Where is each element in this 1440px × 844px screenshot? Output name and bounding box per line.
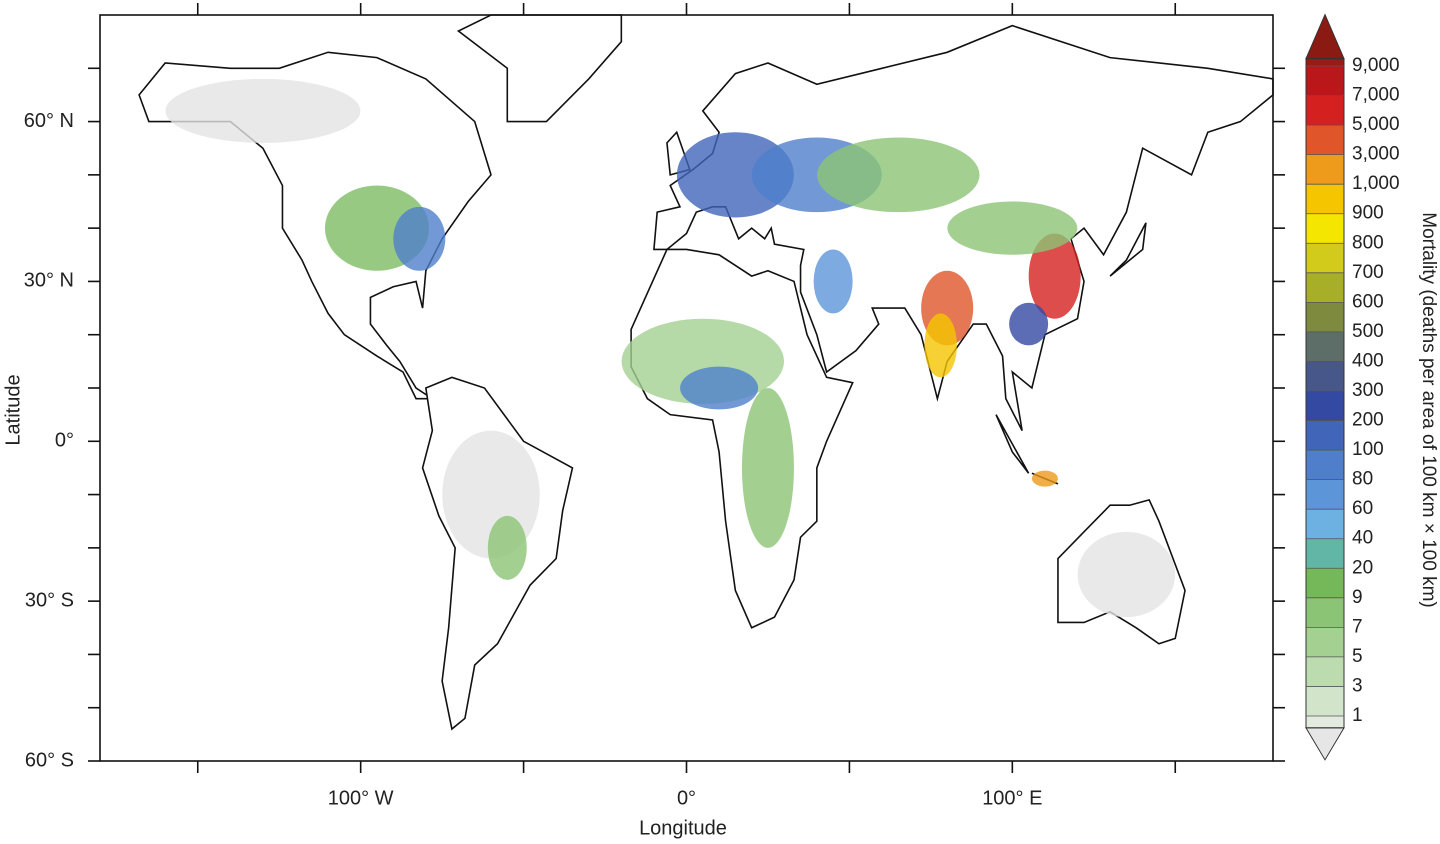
y-tick-label: 0° [55,430,74,452]
coastline [456,14,623,123]
colorbar-tick-label: 900 [1352,203,1384,224]
colorbar-tick-label: 7,000 [1352,85,1400,106]
shading [817,137,980,213]
shading [680,366,759,410]
colorbar-tick-label: 700 [1352,262,1384,283]
colorbar-under [1305,727,1345,761]
coastline [138,51,492,400]
colorbar-tick-label: 300 [1352,380,1384,401]
colorbar-tick-label: 40 [1352,528,1373,549]
shading [947,201,1078,255]
colorbar-tick-label: 7 [1352,616,1363,637]
shading [741,387,794,548]
colorbar-band [1306,243,1344,273]
map-layer [138,14,1274,731]
colorbar-band [1306,272,1344,303]
colorbar-tick-label: 9 [1352,587,1363,608]
colorbar-tick-label: 3 [1352,675,1363,696]
colorbar-band [1306,66,1344,96]
colorbar-band [1306,391,1344,421]
coastline [1109,222,1147,277]
y-tick-label: 60° S [25,749,74,771]
x-tick-label: 100° W [328,787,394,809]
shading [924,313,957,378]
colorbar-tick-label: 60 [1352,498,1373,519]
shading [393,206,446,271]
colorbar-tick-label: 200 [1352,410,1384,431]
colorbar-band [1306,420,1344,451]
x-axis-title: Longitude [639,817,727,839]
colorbar-tick-label: 1,000 [1352,173,1400,194]
colorbar-tick-label: 1 [1352,705,1363,726]
colorbar-tick-label: 20 [1352,557,1373,578]
colorbar-band [1306,656,1344,687]
colorbar-band [1306,361,1344,391]
colorbar-band [1306,95,1344,126]
colorbar-band [1306,58,1344,66]
x-tick-label: 0° [677,787,696,809]
colorbar-tick-label: 3,000 [1352,144,1400,165]
y-tick-label: 60° N [24,110,74,132]
colorbar-band [1306,184,1344,214]
colorbar-tick-label: 80 [1352,469,1373,490]
colorbar-band [1306,479,1344,510]
shading [487,515,527,580]
shading [1077,531,1176,618]
colorbar-title: Mortality (deaths per area of 100 km × 1… [1418,212,1439,607]
colorbar-over [1305,13,1345,60]
y-tick-label: 30° S [25,589,74,611]
colorbar-tick-label: 600 [1352,291,1384,312]
y-axis-title: Latitude [2,374,24,445]
colorbar-tick-label: 5 [1352,646,1363,667]
colorbar-band [1306,154,1344,185]
colorbar-band [1306,213,1344,244]
shading [1028,233,1081,319]
shading [1031,470,1058,487]
colorbar-band [1306,125,1344,155]
colorbar-frame [1305,58,1345,729]
shading [813,249,853,314]
shading [1009,302,1049,346]
colorbar-band [1306,509,1344,539]
colorbar-tick-label: 100 [1352,439,1384,460]
colorbar-tick-label: 5,000 [1352,114,1400,135]
colorbar-band [1306,302,1344,332]
y-tick-label: 30° N [24,270,74,292]
colorbar-tick-label: 9,000 [1352,55,1400,76]
colorbar-band [1306,627,1344,657]
colorbar-tick-label: 400 [1352,350,1384,371]
colorbar-band [1306,716,1344,728]
shading [165,78,361,143]
colorbar-band [1306,597,1344,628]
colorbar-tick-label: 800 [1352,232,1384,253]
coastline [995,414,1030,474]
colorbar-band [1306,568,1344,598]
colorbar-band [1306,450,1344,480]
colorbar-tick-label: 500 [1352,321,1384,342]
colorbar-band [1306,538,1344,569]
colorbar-band [1306,686,1344,716]
x-tick-label: 100° E [982,787,1042,809]
colorbar-band [1306,331,1344,362]
